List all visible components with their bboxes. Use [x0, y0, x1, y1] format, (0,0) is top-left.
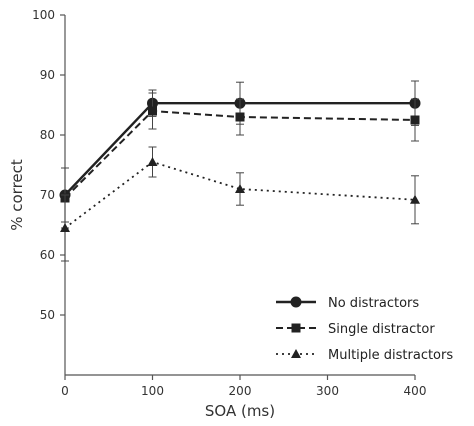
legend-item: Single distractor: [276, 322, 435, 337]
data-point: [147, 157, 158, 166]
y-tick-label: 80: [40, 128, 55, 142]
series-layer: [59, 80, 421, 262]
legend-label: No distractors: [328, 296, 419, 311]
legend: No distractors Single distractor Multiple …: [276, 296, 453, 363]
data-point: [410, 115, 420, 125]
y-tick-label: 100: [32, 8, 55, 22]
data-point: [235, 184, 245, 193]
x-tick-label: 200: [229, 384, 252, 398]
x-tick-label: 400: [404, 384, 427, 398]
series-line: [64, 109, 416, 199]
legend-marker: [291, 349, 301, 358]
y-axis-title: % correct: [8, 159, 26, 231]
data-point: [235, 112, 245, 122]
x-tick-label: 100: [141, 384, 164, 398]
x-tick-label: 300: [316, 384, 339, 398]
series-triangle: [60, 146, 420, 262]
y-tick-label: 60: [40, 248, 55, 262]
y-tick-label: 90: [40, 68, 55, 82]
legend-label: Multiple distractors: [328, 348, 453, 363]
data-point: [60, 223, 70, 232]
x-tick-label: 0: [61, 384, 69, 398]
legend-label: Single distractor: [328, 322, 435, 337]
data-point: [148, 106, 157, 116]
legend-item: No distractors: [276, 296, 419, 311]
series-square: [60, 92, 420, 229]
series-line: [64, 161, 416, 229]
legend-item: Multiple distractors: [276, 348, 453, 363]
legend-marker: [291, 323, 301, 333]
y-tick-label: 70: [40, 188, 55, 202]
legend-marker: [290, 296, 302, 308]
x-axis-title: SOA (ms): [205, 402, 275, 420]
series-line: [64, 101, 415, 196]
data-point: [410, 194, 420, 204]
y-tick-label: 50: [40, 308, 55, 322]
axes: 50 60 70 80 90 100 0 100 200 300 400 SOA (ms) % corr…: [8, 8, 426, 420]
